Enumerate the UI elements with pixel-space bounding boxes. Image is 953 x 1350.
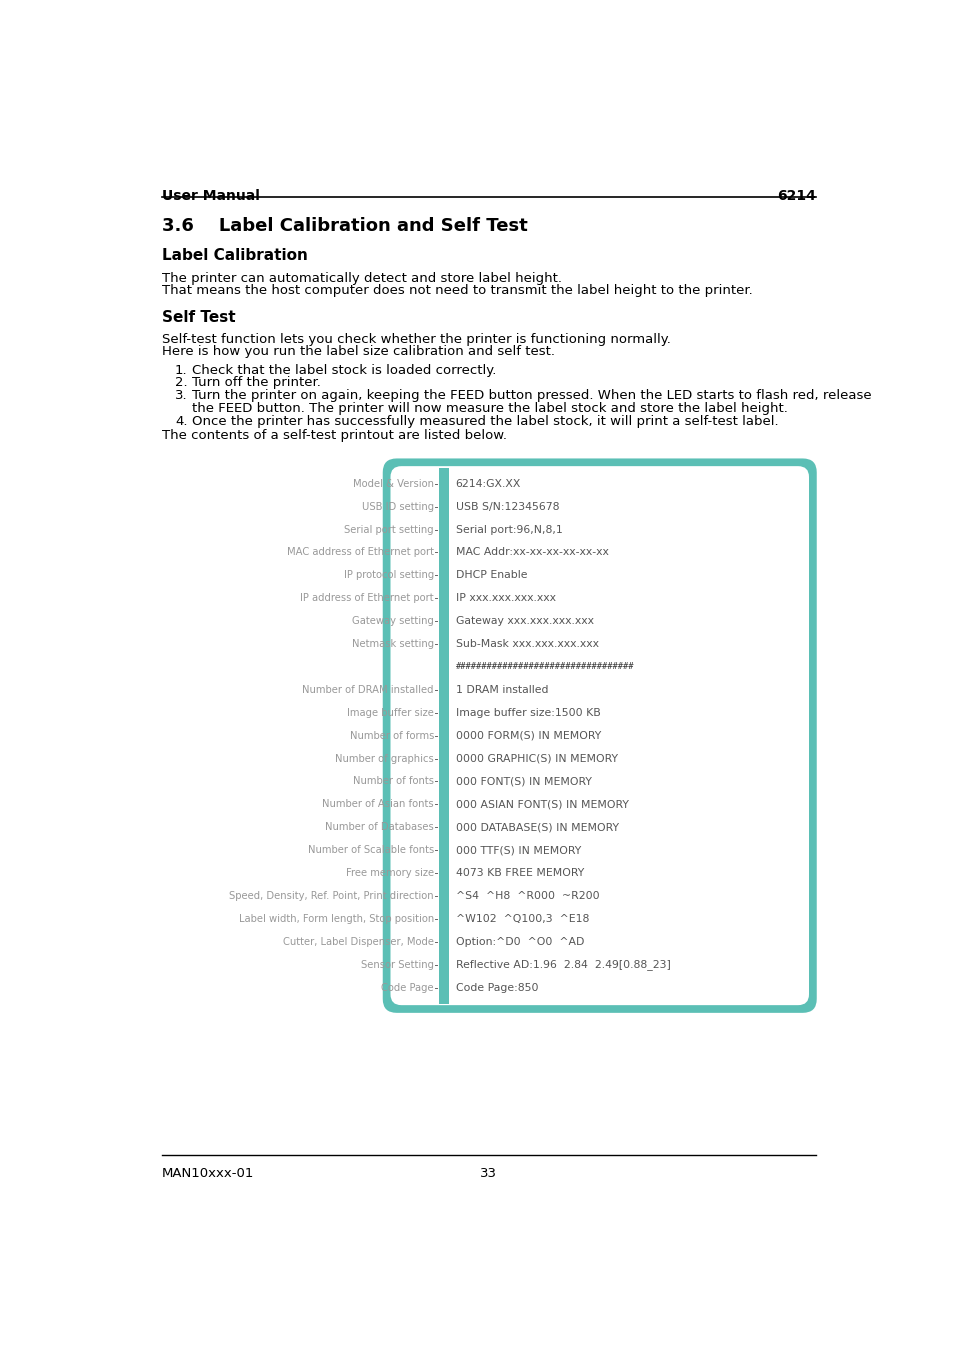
Text: Code Page:850: Code Page:850 [456,983,537,992]
Text: Self Test: Self Test [162,310,235,325]
Text: Code Page: Code Page [381,983,434,992]
Text: Here is how you run the label size calibration and self test.: Here is how you run the label size calib… [162,346,555,358]
Text: Number of graphics: Number of graphics [335,753,434,764]
Text: 000 ASIAN FONT(S) IN MEMORY: 000 ASIAN FONT(S) IN MEMORY [456,799,628,810]
Text: 1 DRAM installed: 1 DRAM installed [456,684,548,695]
Text: DHCP Enable: DHCP Enable [456,570,527,580]
Text: IP protocol setting: IP protocol setting [343,570,434,580]
Text: USB S/N:12345678: USB S/N:12345678 [456,502,558,512]
FancyBboxPatch shape [382,459,816,1012]
Text: 0000 FORM(S) IN MEMORY: 0000 FORM(S) IN MEMORY [456,730,600,741]
Text: 4.: 4. [174,414,188,428]
Bar [438,467,449,1003]
Text: Image buffer size: Image buffer size [347,707,434,718]
Text: Number of forms: Number of forms [349,730,434,741]
Text: Number of Asian fonts: Number of Asian fonts [322,799,434,810]
Text: Option:^D0  ^O0  ^AD: Option:^D0 ^O0 ^AD [456,937,583,946]
Text: 6214:GX.XX: 6214:GX.XX [456,479,520,489]
Text: The contents of a self-test printout are listed below.: The contents of a self-test printout are… [162,429,506,441]
Text: Serial port:96,N,8,1: Serial port:96,N,8,1 [456,525,561,535]
Text: Reflective AD:1.96  2.84  2.49[0.88_23]: Reflective AD:1.96 2.84 2.49[0.88_23] [456,960,670,971]
Text: 4073 KB FREE MEMORY: 4073 KB FREE MEMORY [456,868,583,878]
Text: Free memory size: Free memory size [345,868,434,878]
Text: the FEED button. The printer will now measure the label stock and store the labe: the FEED button. The printer will now me… [192,402,787,414]
Text: Speed, Density, Ref. Point, Print direction: Speed, Density, Ref. Point, Print direct… [229,891,434,900]
Text: 6214: 6214 [777,189,815,202]
Text: 000 TTF(S) IN MEMORY: 000 TTF(S) IN MEMORY [456,845,580,855]
Text: 0000 GRAPHIC(S) IN MEMORY: 0000 GRAPHIC(S) IN MEMORY [456,753,617,764]
Text: Sub-Mask xxx.xxx.xxx.xxx: Sub-Mask xxx.xxx.xxx.xxx [456,639,598,649]
Text: Netmask setting: Netmask setting [352,639,434,649]
Text: User Manual: User Manual [162,189,259,202]
Text: Turn the printer on again, keeping the FEED button pressed. When the LED starts : Turn the printer on again, keeping the F… [192,389,871,402]
Text: That means the host computer does not need to transmit the label height to the p: That means the host computer does not ne… [162,285,752,297]
Text: 2.: 2. [174,377,188,389]
Text: Image buffer size:1500 KB: Image buffer size:1500 KB [456,707,599,718]
Text: IP xxx.xxx.xxx.xxx: IP xxx.xxx.xxx.xxx [456,593,555,603]
Text: Sensor Setting: Sensor Setting [360,960,434,969]
Text: MAC Addr:xx-xx-xx-xx-xx-xx: MAC Addr:xx-xx-xx-xx-xx-xx [456,548,608,558]
Text: Gateway setting: Gateway setting [352,616,434,626]
Text: Cutter, Label Dispenser, Mode: Cutter, Label Dispenser, Mode [283,937,434,946]
Text: Once the printer has successfully measured the label stock, it will print a self: Once the printer has successfully measur… [192,414,778,428]
Text: ^S4  ^H8  ^R000  ~R200: ^S4 ^H8 ^R000 ~R200 [456,891,598,900]
Text: Label width, Form length, Stop position: Label width, Form length, Stop position [238,914,434,923]
Text: 000 FONT(S) IN MEMORY: 000 FONT(S) IN MEMORY [456,776,591,787]
Text: Turn off the printer.: Turn off the printer. [192,377,320,389]
Text: Check that the label stock is loaded correctly.: Check that the label stock is loaded cor… [192,363,496,377]
Text: MAN10xxx-01: MAN10xxx-01 [162,1166,254,1180]
Text: 3.6    Label Calibration and Self Test: 3.6 Label Calibration and Self Test [162,217,527,235]
Text: Model & Version: Model & Version [353,479,434,489]
Text: USB ID setting: USB ID setting [361,502,434,512]
Text: 000 DATABASE(S) IN MEMORY: 000 DATABASE(S) IN MEMORY [456,822,618,832]
Text: Gateway xxx.xxx.xxx.xxx: Gateway xxx.xxx.xxx.xxx [456,616,593,626]
Text: Serial port setting: Serial port setting [344,525,434,535]
Text: 33: 33 [480,1166,497,1180]
Text: Number of Databases: Number of Databases [325,822,434,832]
Text: 1.: 1. [174,363,188,377]
FancyBboxPatch shape [390,466,808,1006]
Text: Self-test function lets you check whether the printer is functioning normally.: Self-test function lets you check whethe… [162,333,670,346]
Text: IP address of Ethernet port: IP address of Ethernet port [300,593,434,603]
Text: 3.: 3. [174,389,188,402]
Text: MAC address of Ethernet port: MAC address of Ethernet port [287,548,434,558]
Text: ^W102  ^Q100,3  ^E18: ^W102 ^Q100,3 ^E18 [456,914,588,923]
Text: Number of fonts: Number of fonts [353,776,434,787]
Text: Number of Scalable fonts: Number of Scalable fonts [307,845,434,855]
Text: ##################################: ################################## [456,663,634,671]
Text: Label Calibration: Label Calibration [162,248,308,263]
Text: The printer can automatically detect and store label height.: The printer can automatically detect and… [162,273,561,285]
Text: Number of DRAM installed: Number of DRAM installed [302,684,434,695]
